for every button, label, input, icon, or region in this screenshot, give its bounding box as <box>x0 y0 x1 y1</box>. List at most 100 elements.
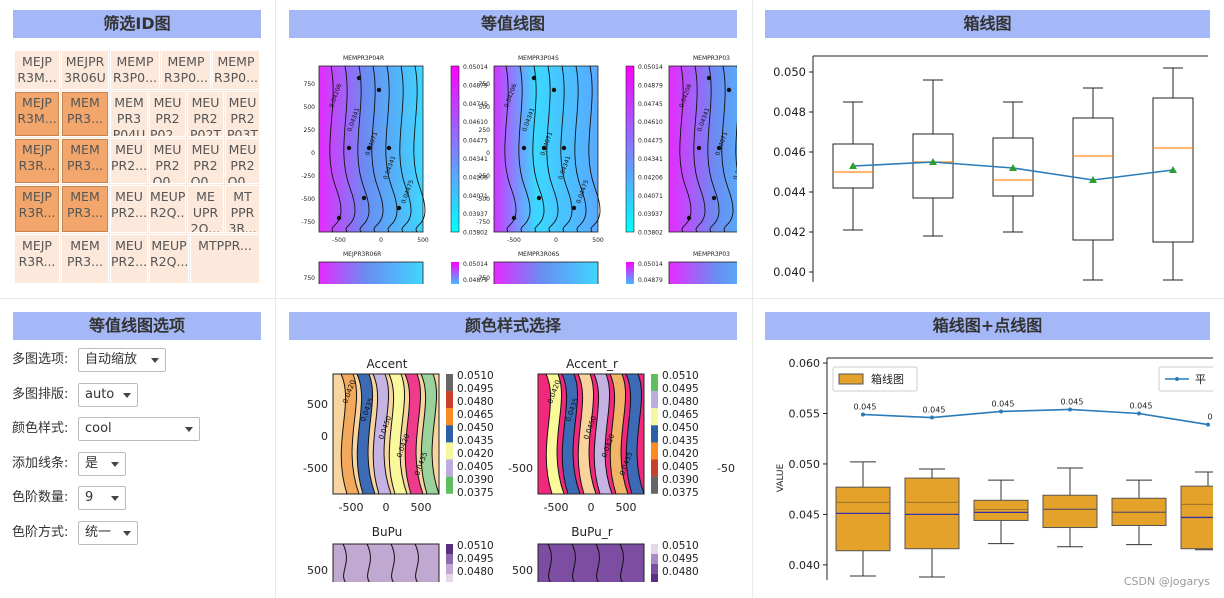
colorbar-segment <box>651 425 658 443</box>
id-cell[interactable]: MEU PR2 Q0... <box>225 138 260 184</box>
data-point <box>706 75 712 81</box>
panel-title-contour: 等值线图 <box>289 10 737 38</box>
boxplot-chart: 0.050 0.048 0.046 0.044 0.042 0.040 <box>773 55 1208 282</box>
y-tick-label: 0.044 <box>773 185 806 199</box>
contour-fill <box>318 261 424 284</box>
id-cell[interactable]: MEJPR 3R06U <box>61 50 109 90</box>
option-label: 色阶数量: <box>12 490 69 505</box>
colorbar-tick: 0.0420 <box>457 448 494 460</box>
x-tick-label: 500 <box>592 237 604 244</box>
colorbar-tick: 0.0495 <box>457 383 494 395</box>
option-select[interactable]: auto <box>78 382 138 407</box>
data-point <box>521 145 527 151</box>
series-point <box>999 409 1003 414</box>
id-cell-text: MEMP <box>167 54 205 69</box>
colorbar-tick: 0.03937 <box>638 211 663 218</box>
id-cell-text: P02... <box>150 127 186 137</box>
id-cell-text: PR2 <box>155 111 180 126</box>
id-cell[interactable]: MEJP R3R... <box>14 234 60 284</box>
colorbar-tick: 0.04879 <box>638 277 663 284</box>
id-cell-text: PR2 <box>193 111 218 126</box>
colorbar-tick: 0.05014 <box>463 261 488 268</box>
colorbar-tick: 0.0435 <box>457 435 494 447</box>
option-label: 多图排版: <box>12 386 69 402</box>
id-cell[interactable]: MEM PR3 P04U <box>110 91 148 137</box>
id-cell[interactable]: MEM PR3... <box>61 234 109 284</box>
id-cell[interactable]: MEMP R3P0... <box>161 50 211 90</box>
id-cell[interactable]: MEJP R3R... <box>14 185 60 233</box>
x-tick-label: -500 <box>339 501 364 514</box>
data-point <box>361 195 367 201</box>
y-tick-label: 250 <box>479 127 491 134</box>
id-cell-text: PR2... <box>111 205 148 220</box>
id-cell-text: MEM <box>70 238 100 253</box>
id-cell[interactable]: MEMP R3P0... <box>212 50 260 90</box>
series-point <box>861 412 865 417</box>
id-cell-text: PR2... <box>111 254 148 269</box>
colorbar-tick: 0.03937 <box>463 211 488 218</box>
id-cell[interactable]: MEJP R3M... <box>14 50 60 90</box>
legend-swatch <box>1175 377 1179 381</box>
x-tick-label: -500 <box>507 237 521 244</box>
id-cell[interactable]: MEU PR2... <box>110 138 148 184</box>
id-cell-text: 3R... <box>228 221 257 233</box>
id-cell[interactable]: MEU PR2 P02T <box>187 91 224 137</box>
id-cell-text: PR2 <box>230 111 255 126</box>
option-select[interactable]: 统一 <box>78 520 138 545</box>
option-select[interactable]: 9 <box>78 486 126 510</box>
y-tick-label: -500 <box>508 462 533 475</box>
id-cell-text: MEU <box>115 189 143 204</box>
id-cell[interactable]: MEU PR2... <box>110 234 148 284</box>
id-cell[interactable]: MEU PR2... <box>110 185 148 233</box>
id-cell[interactable]: MEMP R3P0... <box>110 50 160 90</box>
id-cell-text: MEJP <box>22 189 52 204</box>
id-cell[interactable]: MEM PR3... <box>61 91 109 137</box>
id-cell-text: 2Q... <box>190 221 221 233</box>
id-cell[interactable]: MT PPR 3R... <box>225 185 260 233</box>
contour-line <box>366 543 371 582</box>
id-cell[interactable]: MEM PR3... <box>61 185 109 233</box>
id-cell[interactable]: MEU PR2 Q0... <box>149 138 186 184</box>
id-cell-text: MEM <box>70 142 100 157</box>
id-cell[interactable]: MEU PR2 P03T <box>225 91 260 137</box>
mean-marker <box>1089 176 1097 183</box>
id-cell-text: R3R... <box>18 254 56 269</box>
option-value: cool <box>85 421 112 436</box>
contour-line <box>414 543 419 582</box>
id-cell[interactable]: MEU PR2 P02... <box>149 91 186 137</box>
data-point <box>551 87 557 93</box>
colorbar-segment <box>446 408 453 426</box>
panel-title-boxplot: 箱线图 <box>765 10 1210 38</box>
y-tick-label: 0.055 <box>789 408 821 421</box>
option-label: 添加线条: <box>12 455 69 471</box>
colorbar-segment <box>446 544 453 554</box>
colorbar-segment <box>651 459 658 477</box>
id-cell[interactable]: MEU PR2 Q0... <box>187 138 224 184</box>
y-tick-label: 0.050 <box>789 458 821 471</box>
y-tick-label: 0 <box>321 430 328 443</box>
panel-title-filter-id: 筛选ID图 <box>13 10 261 38</box>
colorbar-tick: 0.0465 <box>662 409 699 421</box>
id-cell[interactable]: MTPPR... <box>190 234 260 284</box>
box <box>912 133 954 199</box>
option-row: 添加线条: 是 <box>12 451 262 476</box>
option-select[interactable]: cool <box>78 417 200 441</box>
data-point <box>711 195 717 201</box>
colorbar-segment <box>651 574 658 582</box>
option-select[interactable]: 是 <box>78 451 126 476</box>
id-cell-text: MEUP <box>151 238 187 253</box>
colorbar-tick: 0.0495 <box>662 383 699 395</box>
option-select[interactable]: 自动缩放 <box>78 348 166 372</box>
legend-swatch <box>838 373 864 385</box>
id-cell[interactable]: MEM PR3... <box>61 138 109 184</box>
id-cell[interactable]: MEJP R3M... <box>14 91 60 137</box>
colorbar-tick: 0.05014 <box>463 64 488 71</box>
colorbar-tick: 0.03802 <box>463 230 488 237</box>
id-cell-text: MEMP <box>217 54 255 69</box>
id-cell-text: MEJPR <box>65 54 105 69</box>
id-cell[interactable]: MEJP R3R... <box>14 138 60 184</box>
id-cell-text: PR2 <box>230 158 255 173</box>
